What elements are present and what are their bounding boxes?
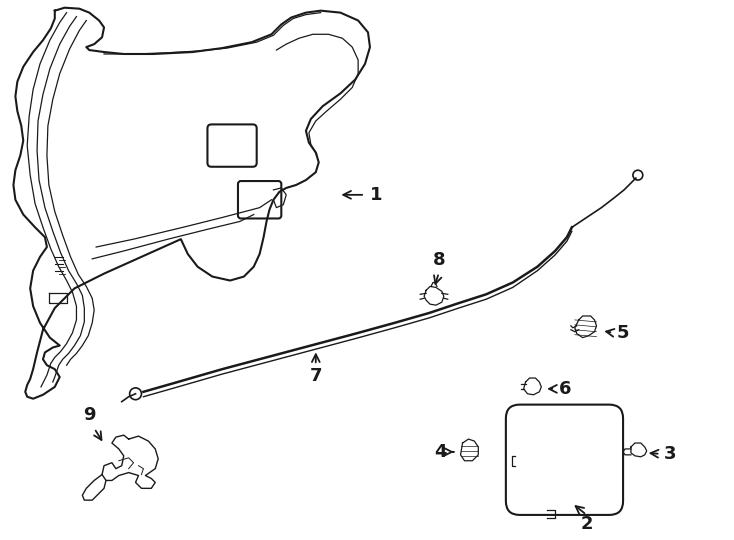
Text: 2: 2 bbox=[581, 515, 593, 533]
Text: 6: 6 bbox=[559, 380, 572, 398]
Text: 4: 4 bbox=[435, 443, 447, 461]
Text: 7: 7 bbox=[310, 367, 322, 385]
Text: 8: 8 bbox=[432, 251, 446, 269]
Text: 3: 3 bbox=[664, 445, 676, 463]
Text: 1: 1 bbox=[370, 186, 382, 204]
Text: 9: 9 bbox=[83, 406, 95, 424]
Text: 5: 5 bbox=[616, 323, 629, 342]
